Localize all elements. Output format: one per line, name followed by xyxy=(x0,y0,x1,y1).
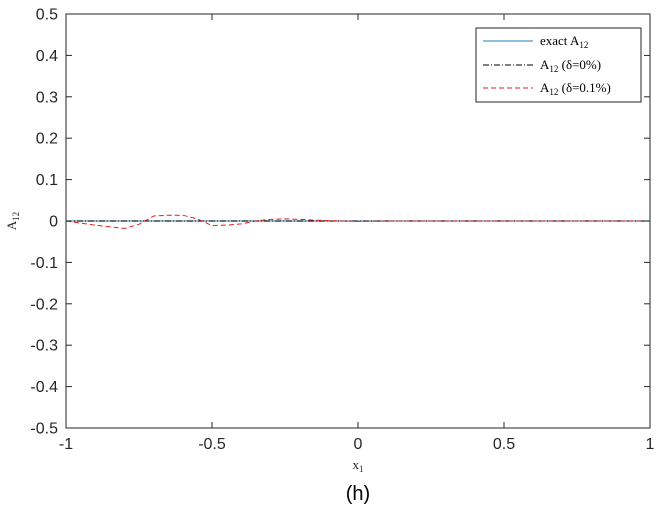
y-axis-label-base: A xyxy=(4,220,19,230)
y-tick-label: 0.1 xyxy=(36,172,58,189)
figure-caption: (h) xyxy=(346,483,370,505)
legend-label-1: exact A12 xyxy=(540,33,588,50)
x-axis-label: x1 xyxy=(353,457,364,474)
legend-label-suffix: (δ=0.1%) xyxy=(558,80,610,95)
x-tick-label: -1 xyxy=(59,436,73,453)
legend-label-subscript: 12 xyxy=(579,40,588,50)
x-axis-label-sub: 1 xyxy=(359,464,364,474)
y-tick-label: -0.3 xyxy=(30,338,58,355)
tick-labels-layer: -1 -0.5 0 0.5 1-0.5-0.4-0.3-0.2-0.100.10.20.… xyxy=(30,7,654,454)
y-tick-label: 0 xyxy=(49,214,58,231)
legend-label-subscript: 12 xyxy=(549,64,558,74)
legend-label-suffix: (δ=0%) xyxy=(558,57,601,72)
y-tick-label: 0.3 xyxy=(36,89,58,106)
y-tick-label: 0.5 xyxy=(36,7,58,24)
y-tick-label: 0.4 xyxy=(36,48,58,65)
x-tick-label: 0 xyxy=(354,436,363,453)
y-tick-label: 0.2 xyxy=(36,131,58,148)
series-line-3 xyxy=(65,214,650,229)
y-tick-label: -0.5 xyxy=(30,421,58,438)
series-layer xyxy=(65,214,650,229)
ticks-layer xyxy=(65,13,651,429)
x-axis-label-base: x xyxy=(353,457,360,472)
legend-label-text: A xyxy=(540,57,550,72)
y-axis-label: A12 xyxy=(4,212,21,230)
legend-label-3: A12 (δ=0.1%) xyxy=(540,80,611,97)
legend-label-text: A xyxy=(540,80,550,95)
legend-label-subscript: 12 xyxy=(549,87,558,97)
x-tick-label: -0.5 xyxy=(198,436,226,453)
legend-label-2: A12 (δ=0%) xyxy=(540,57,601,74)
y-axis-label-sub: 12 xyxy=(11,212,21,221)
legend-label-text: exact A xyxy=(540,33,580,48)
y-tick-label: -0.2 xyxy=(30,296,58,313)
y-tick-label: -0.1 xyxy=(30,255,58,272)
legend-box xyxy=(475,27,642,103)
x-tick-label: 1 xyxy=(646,436,655,453)
y-tick-label: -0.4 xyxy=(30,379,58,396)
x-tick-label: 0.5 xyxy=(493,436,515,453)
